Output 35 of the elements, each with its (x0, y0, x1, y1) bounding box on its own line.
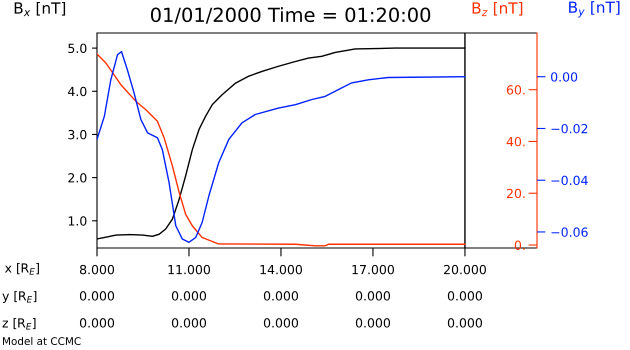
x-axis-title: x [R$_{E}$] (4, 263, 39, 275)
x-tick-label: 20.000 (444, 264, 486, 274)
y2-tick-label: 60. (506, 85, 525, 95)
y-tick-label: 2.0 (68, 173, 86, 183)
y2-axis-title: B$_{z}$ [nT] (472, 2, 522, 16)
text: 0.000 (448, 291, 482, 301)
y3-tick-label: −0.06 (552, 227, 588, 237)
text: 0.000 (356, 318, 390, 328)
text: 0.000 (448, 318, 482, 328)
text: 0.000 (172, 291, 206, 301)
x-tick-label: 11.000 (168, 264, 210, 274)
text: 0.000 (172, 318, 206, 328)
y3-tick-label: −0.02 (552, 124, 588, 134)
y2-tick-label: 20. (506, 188, 525, 198)
text: 0.000 (80, 291, 114, 301)
text: 0.000 (264, 291, 298, 301)
y-tick-label: 3.0 (68, 130, 86, 140)
y3-axis-title: B$_{y}$ [nT] (569, 1, 620, 18)
x-tick-label: 8.000 (80, 264, 114, 274)
text: Model at CCMC (3, 336, 81, 346)
chart-title: 01/01/2000 Time = 01:20:00 (150, 7, 430, 24)
text: 0.000 (80, 318, 114, 328)
y-tick-label: 4.0 (68, 86, 86, 96)
y2-tick-label: 40. (506, 136, 525, 146)
text: 0.000 (264, 318, 298, 328)
text: 0.000 (356, 291, 390, 301)
x-tick-label: 14.000 (260, 264, 302, 274)
y3-tick-label: −0.04 (552, 176, 588, 186)
y-tick-label: 5.0 (68, 44, 86, 54)
x-tick-label: 17.000 (352, 264, 394, 274)
text: y [R$_{E}$] (2, 290, 36, 304)
y-tick-label: 1.0 (68, 216, 86, 226)
y-axis-title: B$_{x}$ [nT] (14, 2, 66, 16)
text: z [R$_{E}$] (2, 318, 36, 330)
y3-tick-label: 0.00 (551, 72, 578, 82)
